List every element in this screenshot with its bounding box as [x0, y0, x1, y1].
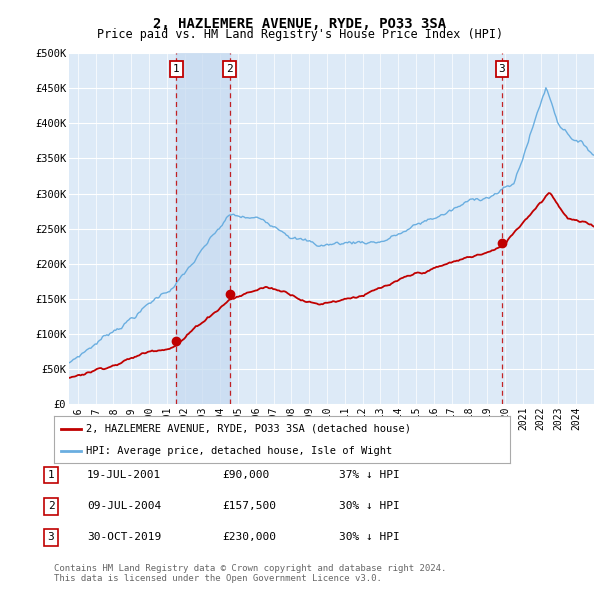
Text: 1: 1: [173, 64, 180, 74]
Text: 2: 2: [47, 502, 55, 511]
Bar: [176, 53, 230, 404]
Text: HPI: Average price, detached house, Isle of Wight: HPI: Average price, detached house, Isle…: [86, 447, 392, 456]
Text: £90,000: £90,000: [222, 470, 269, 480]
Text: 3: 3: [47, 533, 55, 542]
Text: 30% ↓ HPI: 30% ↓ HPI: [339, 533, 400, 542]
Text: 30-OCT-2019: 30-OCT-2019: [87, 533, 161, 542]
Text: Contains HM Land Registry data © Crown copyright and database right 2024.
This d: Contains HM Land Registry data © Crown c…: [54, 563, 446, 583]
Text: £230,000: £230,000: [222, 533, 276, 542]
Text: 09-JUL-2004: 09-JUL-2004: [87, 502, 161, 511]
Text: 3: 3: [499, 64, 505, 74]
Text: 2, HAZLEMERE AVENUE, RYDE, PO33 3SA (detached house): 2, HAZLEMERE AVENUE, RYDE, PO33 3SA (det…: [86, 424, 411, 434]
Text: 37% ↓ HPI: 37% ↓ HPI: [339, 470, 400, 480]
Text: 19-JUL-2001: 19-JUL-2001: [87, 470, 161, 480]
Text: 30% ↓ HPI: 30% ↓ HPI: [339, 502, 400, 511]
Text: 1: 1: [47, 470, 55, 480]
Text: 2: 2: [226, 64, 233, 74]
Text: £157,500: £157,500: [222, 502, 276, 511]
Text: 2, HAZLEMERE AVENUE, RYDE, PO33 3SA: 2, HAZLEMERE AVENUE, RYDE, PO33 3SA: [154, 17, 446, 31]
Text: Price paid vs. HM Land Registry's House Price Index (HPI): Price paid vs. HM Land Registry's House …: [97, 28, 503, 41]
